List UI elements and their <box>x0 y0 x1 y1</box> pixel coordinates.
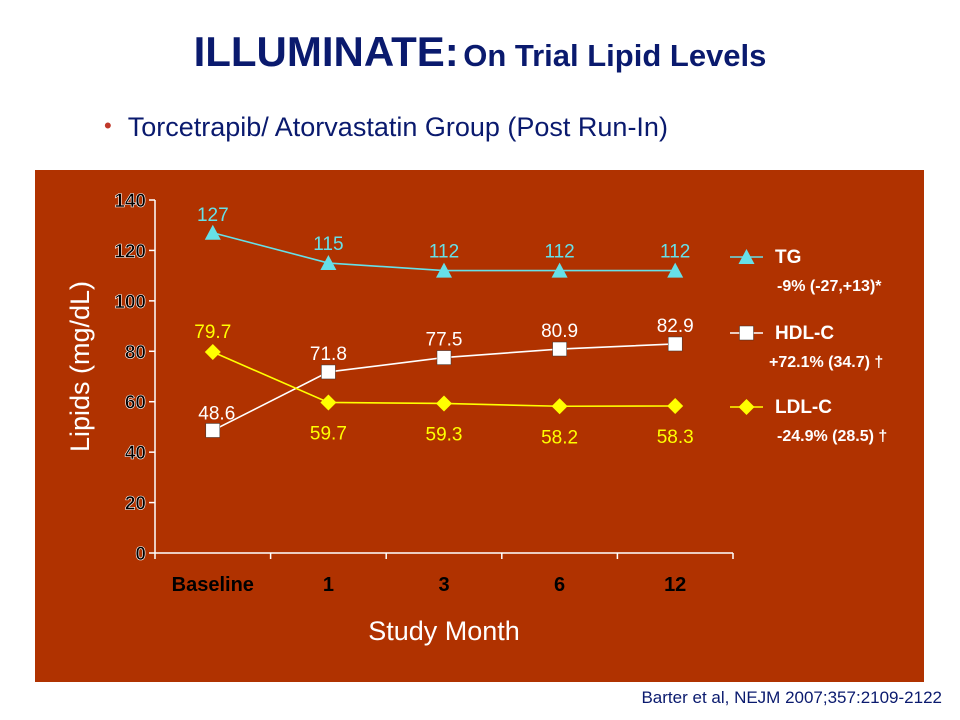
x-tick-label: Baseline <box>172 574 254 596</box>
citation: Barter et al, NEJM 2007;357:2109-2122 <box>641 688 942 707</box>
bullet-dot-icon: • <box>104 113 112 138</box>
series-point-tg <box>320 255 337 271</box>
series-point-hdl-c <box>205 423 221 438</box>
data-label-ldl-c: 79.7 <box>194 322 231 343</box>
data-label-hdl-c: 77.5 <box>426 330 463 351</box>
data-label-tg: 112 <box>544 242 574 263</box>
series-point-hdl-c <box>436 350 452 365</box>
chart-panel: 0 20 40 60 80 100 120 140 Baseline 1 3 6 12 Study Mon… <box>35 170 924 682</box>
series-point-ldl-c <box>436 395 452 412</box>
title-sub: On Trial Lipid Levels <box>463 38 767 73</box>
data-label-hdl-c: 71.8 <box>310 344 347 365</box>
series-point-tg <box>551 262 568 278</box>
legend-label-hdl-c: HDL-C <box>775 323 834 344</box>
data-label-hdl-c: 80.9 <box>541 321 578 342</box>
series-point-ldl-c <box>667 398 684 415</box>
series-point-tg <box>667 262 684 278</box>
series-point-tg <box>436 262 452 278</box>
legend-note-hdl-c: +72.1% (34.7) † <box>769 354 883 371</box>
data-label-hdl-c: 82.9 <box>657 316 694 337</box>
slide-title: ILLUMINATE: On Trial Lipid Levels <box>0 28 960 76</box>
legend-marker-hdl-c <box>739 325 754 341</box>
bullet-point: • Torcetrapib/ Atorvastatin Group (Post R… <box>104 112 668 143</box>
series-point-hdl-c <box>667 336 683 352</box>
series-point-ldl-c <box>204 344 221 361</box>
legend-marker-ldl-c <box>738 399 755 415</box>
x-axis-title: Study Month <box>368 616 520 646</box>
series-point-hdl-c <box>321 364 336 380</box>
data-label-ldl-c: 58.3 <box>657 427 694 448</box>
series-point-ldl-c <box>320 394 337 411</box>
y-axis-title: Lipids (mg/dL) <box>65 281 95 452</box>
series-point-tg <box>204 224 221 240</box>
data-label-ldl-c: 58.2 <box>541 427 578 448</box>
data-label-ldl-c: 59.3 <box>426 424 463 445</box>
lipid-line-chart: 0 20 40 60 80 100 120 140 Baseline 1 3 6 12 Study Mon… <box>65 191 887 646</box>
y-tick-label: 140 <box>114 191 146 212</box>
y-tick-label: 40 <box>125 443 146 464</box>
legend-marker-tg <box>738 249 755 264</box>
y-tick-label: 0 <box>135 544 146 565</box>
data-label-tg: 127 <box>197 205 229 226</box>
bullet-text: Torcetrapib/ Atorvastatin Group (Post Ru… <box>127 112 668 142</box>
legend-label-ldl-c: LDL-C <box>775 397 832 418</box>
data-label-tg: 115 <box>313 234 343 255</box>
y-tick-label: 60 <box>125 393 146 414</box>
x-tick-label: 1 <box>323 574 334 596</box>
y-tick-label: 100 <box>114 292 146 313</box>
legend-note-ldl-c: -24.9% (28.5) † <box>777 428 887 445</box>
title-main: ILLUMINATE: <box>193 28 459 75</box>
data-label-hdl-c: 48.6 <box>198 403 235 424</box>
data-label-ldl-c: 59.7 <box>310 423 347 444</box>
data-label-tg: 112 <box>660 242 690 263</box>
data-label-tg: 112 <box>429 242 459 263</box>
y-tick-label: 20 <box>125 494 146 515</box>
y-tick-label: 120 <box>114 241 146 262</box>
legend-note-tg: -9% (-27,+13)* <box>777 278 882 295</box>
legend-label-tg: TG <box>775 247 801 268</box>
series-point-ldl-c <box>551 398 568 415</box>
x-tick-label: 6 <box>554 574 565 596</box>
x-tick-label: 3 <box>438 574 449 596</box>
y-tick-label: 80 <box>125 342 146 363</box>
x-tick-label: 12 <box>664 574 686 596</box>
series-point-hdl-c <box>552 341 567 357</box>
